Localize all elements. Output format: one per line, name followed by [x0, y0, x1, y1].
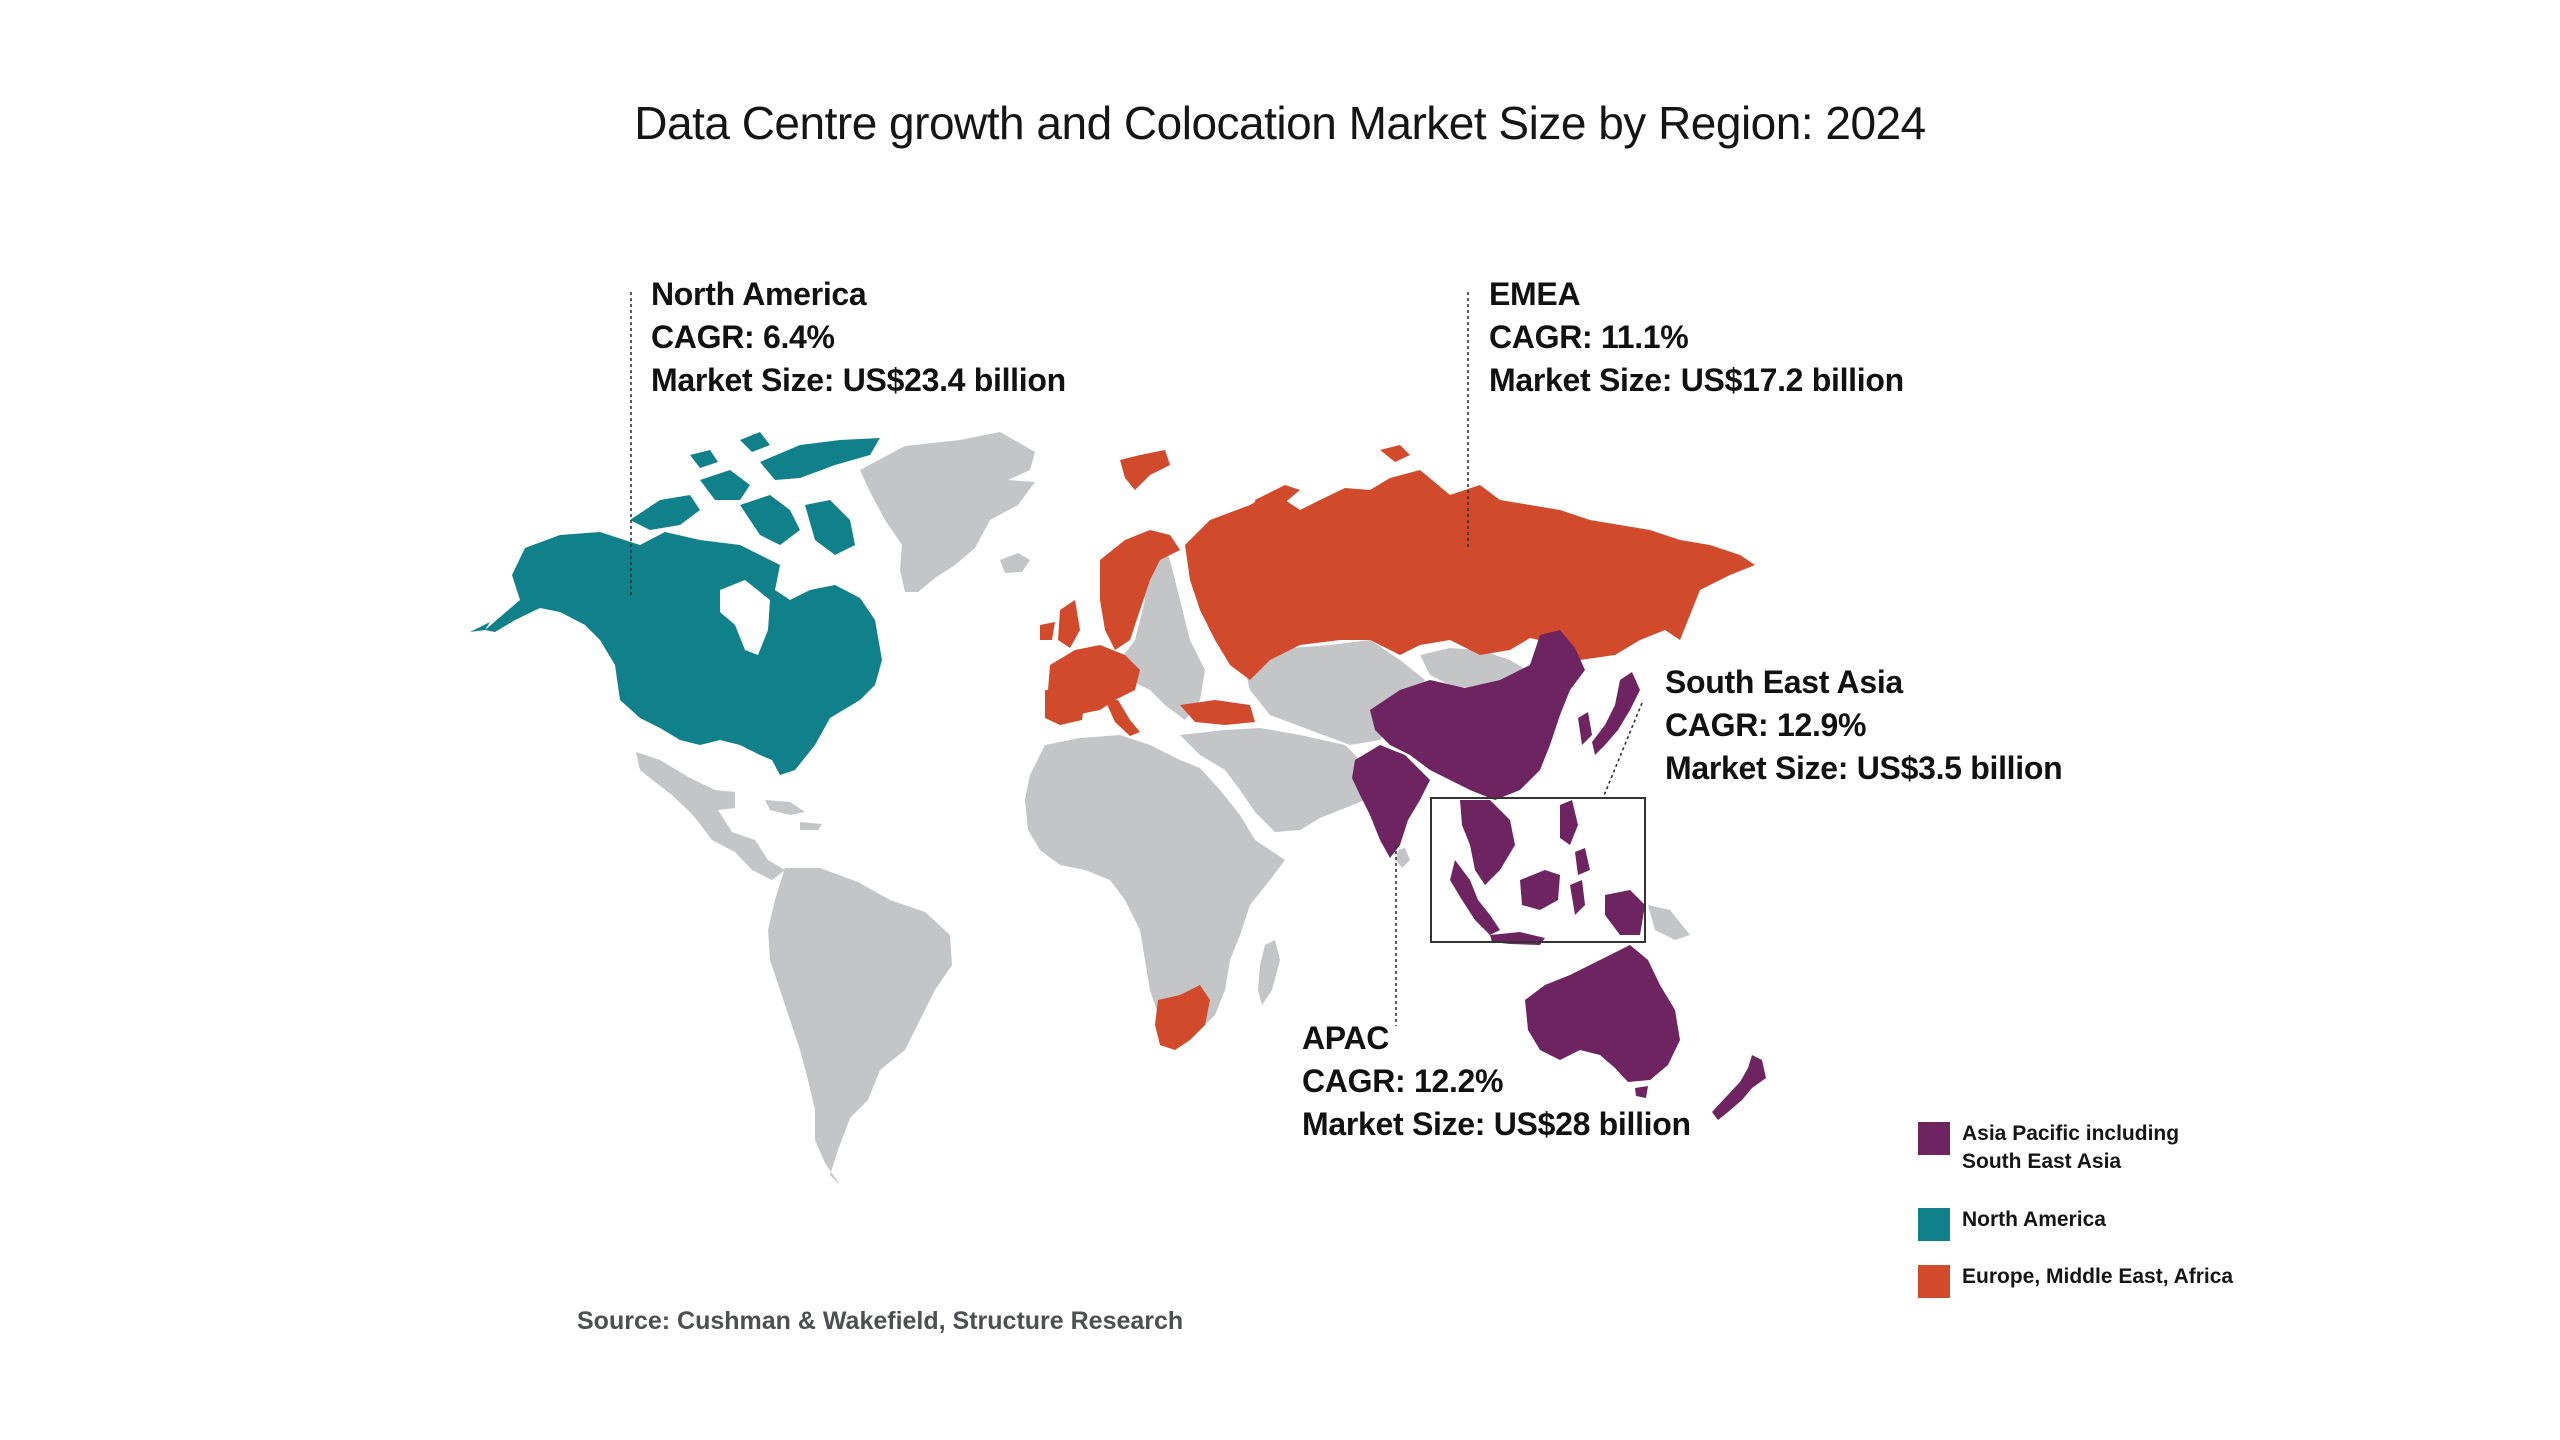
callout-cagr: CAGR: 12.2%: [1302, 1063, 1504, 1099]
callout-market-size: Market Size: US$28 billion: [1302, 1106, 1691, 1142]
region-south-america: [768, 868, 952, 1185]
region-africa: [1025, 735, 1285, 1045]
region-hudson-bay: [720, 580, 770, 655]
callout-market-size: Market Size: US$3.5 billion: [1665, 750, 2063, 786]
region-tasmania: [1635, 1086, 1648, 1098]
chart-title: Data Centre growth and Colocation Market…: [634, 97, 1926, 149]
region-java: [1490, 932, 1545, 945]
callout-cagr: CAGR: 11.1%: [1489, 319, 1689, 355]
region-sri-lanka: [1396, 848, 1410, 868]
callout-market-size: Market Size: US$17.2 billion: [1489, 362, 1904, 398]
callout-name: South East Asia: [1665, 664, 1903, 700]
region-iceland: [1000, 553, 1030, 573]
legend-label: North America: [1962, 1208, 2106, 1231]
region-indochina: [1460, 800, 1515, 885]
region-korea: [1578, 712, 1592, 745]
callout-name: North America: [651, 276, 867, 312]
region-borneo: [1520, 870, 1560, 910]
region-iberia: [1045, 690, 1085, 725]
callout-line-sea: [1602, 702, 1643, 799]
region-malay-sumatra: [1450, 860, 1500, 935]
region-north-america: [485, 532, 882, 775]
legend-item-north-america: North America: [1918, 1208, 2292, 1241]
region-russia: [1185, 470, 1755, 680]
region-australia: [1525, 945, 1680, 1082]
legend-item-apac: Asia Pacific including South East Asia: [1918, 1122, 2192, 1176]
region-arctic-archipelago: [630, 432, 880, 555]
callout-apac: APAC CAGR: 12.2% Market Size: US$28 bill…: [1302, 1017, 1691, 1146]
sea-highlight-box: [1430, 797, 1646, 943]
legend-swatch-emea: [1918, 1265, 1950, 1298]
region-kamchatka: [1660, 585, 1690, 635]
legend-swatch-apac: [1918, 1122, 1950, 1155]
region-india: [1352, 745, 1430, 858]
region-franz-josef: [1380, 445, 1410, 462]
callout-name: APAC: [1302, 1020, 1390, 1056]
legend-label: Europe, Middle East, Africa: [1962, 1265, 2234, 1288]
callout-emea: EMEA CAGR: 11.1% Market Size: US$17.2 bi…: [1489, 273, 1904, 402]
region-south-africa: [1155, 985, 1210, 1050]
callout-name: EMEA: [1489, 276, 1581, 312]
source-note: Source: Cushman & Wakefield, Structure R…: [577, 1307, 1184, 1335]
callout-south-east-asia: South East Asia CAGR: 12.9% Market Size:…: [1665, 661, 2063, 790]
region-turkey: [1180, 700, 1255, 725]
region-svalbard: [1120, 450, 1170, 490]
region-sulawesi-newguinea: [1570, 880, 1645, 935]
callout-market-size: Market Size: US$23.4 billion: [651, 362, 1066, 398]
region-italy: [1105, 700, 1140, 736]
region-madagascar: [1258, 940, 1280, 1005]
region-central-america: [636, 752, 785, 880]
region-new-zealand: [1712, 1055, 1766, 1120]
region-greenland: [860, 432, 1035, 592]
callout-north-america: North America CAGR: 6.4% Market Size: US…: [651, 273, 1066, 402]
region-china: [1370, 630, 1585, 800]
region-novaya-zemlya: [1255, 485, 1300, 530]
callout-cagr: CAGR: 6.4%: [651, 319, 835, 355]
region-scandinavia: [1100, 530, 1180, 650]
region-eastern-europe: [1120, 535, 1205, 720]
legend-item-emea: Europe, Middle East, Africa: [1918, 1265, 2292, 1298]
region-japan: [1592, 672, 1640, 755]
region-png: [1648, 905, 1690, 940]
region-philippines: [1560, 800, 1590, 875]
region-middle-east: [1180, 728, 1385, 832]
region-alaska-tail: [470, 622, 490, 632]
region-caribbean: [765, 800, 822, 830]
region-uk-ireland: [1040, 600, 1080, 648]
callout-cagr: CAGR: 12.9%: [1665, 707, 1867, 743]
legend-label: Asia Pacific including South East Asia: [1962, 1122, 2180, 1173]
legend-swatch-north-america: [1918, 1208, 1950, 1241]
